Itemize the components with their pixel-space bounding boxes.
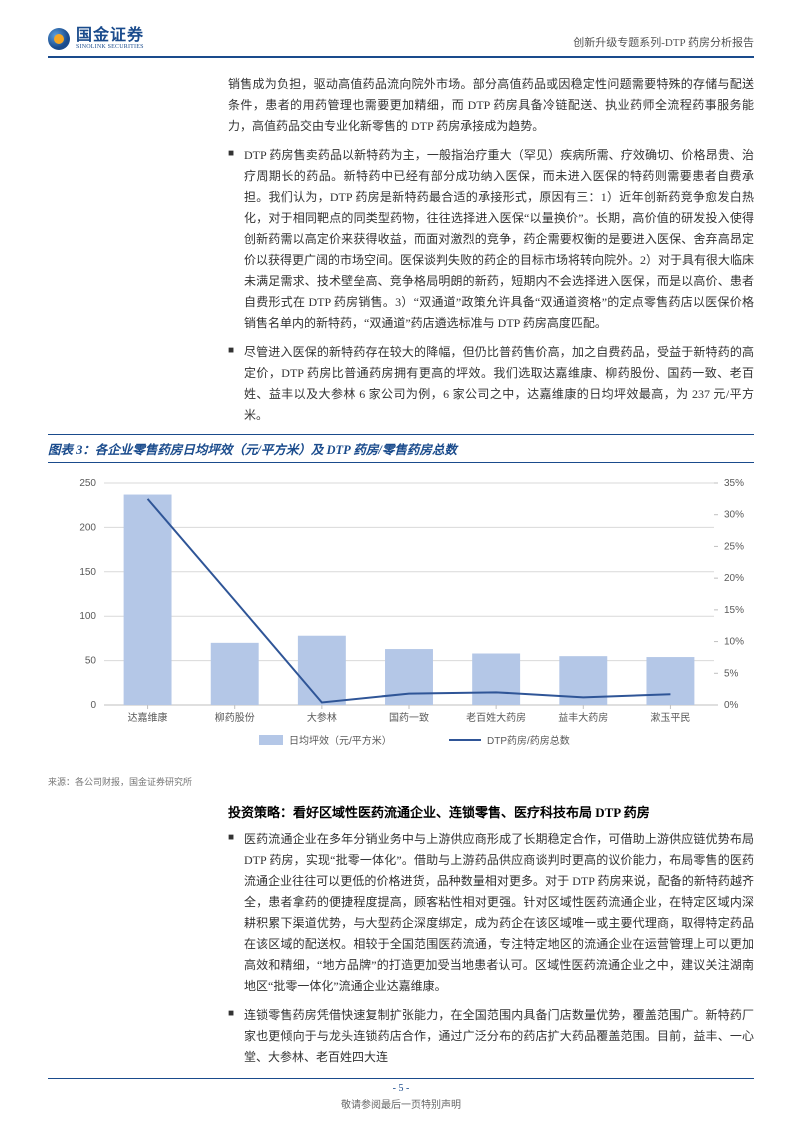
- bullet-item-1: ■ DTP 药房售卖药品以新特药为主，一般指治疗重大（罕见）疾病所需、疗效确切、…: [228, 145, 754, 334]
- svg-text:0%: 0%: [724, 700, 739, 711]
- svg-text:日均坪效（元/平方米）: 日均坪效（元/平方米）: [289, 734, 392, 747]
- header-subtitle: 创新升级专题系列-DTP 药房分析报告: [573, 34, 754, 50]
- svg-text:益丰大药房: 益丰大药房: [558, 711, 608, 724]
- svg-text:20%: 20%: [724, 573, 744, 584]
- svg-text:100: 100: [79, 611, 96, 622]
- bullet-text-3: 医药流通企业在多年分销业务中与上游供应商形成了长期稳定合作，可借助上游供应链优势…: [244, 829, 754, 997]
- svg-text:200: 200: [79, 522, 96, 533]
- logo-cn-text: 国金证券: [76, 28, 144, 44]
- svg-text:250: 250: [79, 478, 96, 489]
- svg-text:50: 50: [85, 656, 97, 667]
- body-column-2: 投资策略：看好区域性医药流通企业、连锁零售、医疗科技布局 DTP 药房 ■ 医药…: [48, 802, 754, 1068]
- body-column: 销售成为负担，驱动高值药品流向院外市场。部分高值药品或因稳定性问题需要特殊的存储…: [48, 74, 754, 426]
- bullet-text-1: DTP 药房售卖药品以新特药为主，一般指治疗重大（罕见）疾病所需、疗效确切、价格…: [244, 145, 754, 334]
- bullet-item-4: ■ 连锁零售药房凭借快速复制扩张能力，在全国范围内具备门店数量优势，覆盖范围广。…: [228, 1005, 754, 1068]
- svg-text:老百姓大药房: 老百姓大药房: [466, 711, 526, 724]
- bullet-icon: ■: [228, 829, 244, 997]
- logo-icon: [48, 28, 70, 50]
- svg-text:35%: 35%: [724, 478, 744, 489]
- bullet-item-2: ■ 尽管进入医保的新特药存在较大的降幅，但仍比普药售价高，加之自费药品，受益于新…: [228, 342, 754, 426]
- page-number: - 5 -: [48, 1083, 754, 1094]
- svg-text:柳药股份: 柳药股份: [215, 711, 255, 724]
- chart-container: 0 50 100 150 200 250 0% 5% 10% 15% 20% 25% 30% 35% 达嘉维…: [48, 469, 754, 773]
- paragraph-intro: 销售成为负担，驱动高值药品流向院外市场。部分高值药品或因稳定性问题需要特殊的存储…: [228, 74, 754, 137]
- section-heading: 投资策略：看好区域性医药流通企业、连锁零售、医疗科技布局 DTP 药房: [228, 802, 754, 821]
- svg-text:10%: 10%: [724, 637, 744, 648]
- svg-text:漱玉平民: 漱玉平民: [650, 712, 690, 724]
- bar-line-chart: 0 50 100 150 200 250 0% 5% 10% 15% 20% 25% 30% 35% 达嘉维…: [48, 469, 754, 769]
- footer-disclaimer: 敬请参阅最后一页特别声明: [48, 1096, 754, 1111]
- svg-text:大参林: 大参林: [307, 711, 337, 724]
- page-header: 国金证券 SINOLINK SECURITIES 创新升级专题系列-DTP 药房…: [48, 28, 754, 58]
- bullet-icon: ■: [228, 1005, 244, 1068]
- svg-text:150: 150: [79, 567, 96, 578]
- svg-text:15%: 15%: [724, 605, 744, 616]
- svg-text:30%: 30%: [724, 510, 744, 521]
- logo-en-text: SINOLINK SECURITIES: [76, 44, 144, 50]
- bullet-icon: ■: [228, 342, 244, 426]
- svg-text:5%: 5%: [724, 668, 739, 679]
- figure-title-bar: 图表 3：各企业零售药房日均坪效（元/平方米）及 DTP 药房/零售药房总数: [48, 434, 754, 463]
- page-footer: - 5 - 敬请参阅最后一页特别声明: [48, 1078, 754, 1111]
- bullet-text-4: 连锁零售药房凭借快速复制扩张能力，在全国范围内具备门店数量优势，覆盖范围广。新特…: [244, 1005, 754, 1068]
- svg-text:0: 0: [90, 700, 96, 711]
- brand-logo: 国金证券 SINOLINK SECURITIES: [48, 28, 144, 50]
- bullet-text-2: 尽管进入医保的新特药存在较大的降幅，但仍比普药售价高，加之自费药品，受益于新特药…: [244, 342, 754, 426]
- bullet-item-3: ■ 医药流通企业在多年分销业务中与上游供应商形成了长期稳定合作，可借助上游供应链…: [228, 829, 754, 997]
- figure-title: 图表 3：各企业零售药房日均坪效（元/平方米）及 DTP 药房/零售药房总数: [48, 443, 457, 457]
- figure-source: 来源：各公司财报，国金证券研究所: [48, 775, 754, 788]
- svg-text:25%: 25%: [724, 541, 744, 552]
- svg-text:达嘉维康: 达嘉维康: [128, 711, 168, 724]
- svg-text:DTP药房/药房总数: DTP药房/药房总数: [487, 734, 570, 747]
- svg-text:国药一致: 国药一致: [389, 711, 429, 724]
- bullet-icon: ■: [228, 145, 244, 334]
